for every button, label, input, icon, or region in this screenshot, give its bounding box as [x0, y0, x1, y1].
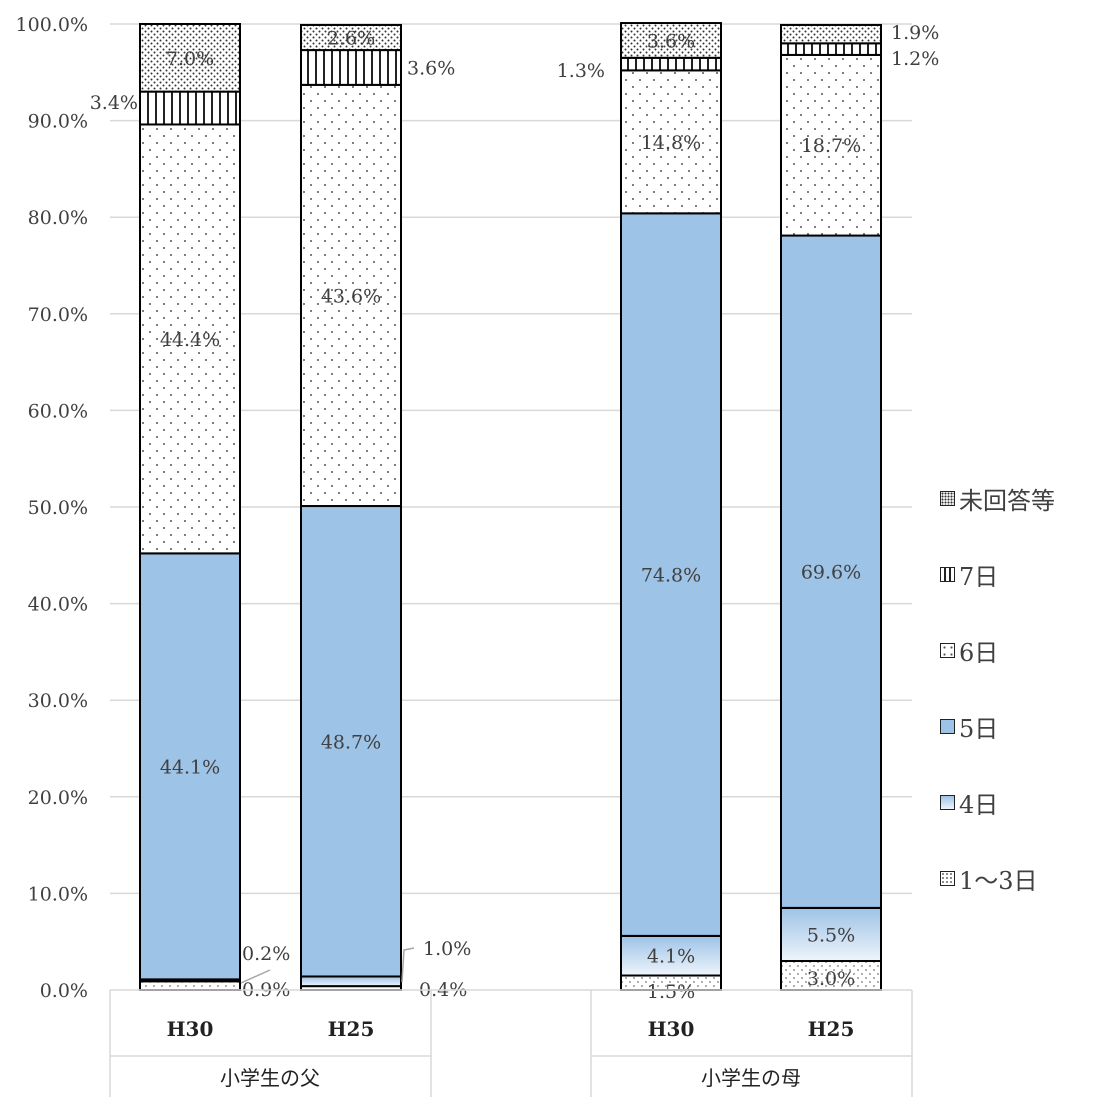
data-label: 1.5%: [647, 981, 695, 1003]
legend-item-5days: 5日: [940, 706, 998, 746]
bar-segment-no-answer: [780, 23, 882, 45]
legend-swatch: [940, 642, 955, 658]
data-label: 1.0%: [423, 938, 471, 960]
data-label: 5.5%: [807, 924, 855, 946]
data-label: 14.8%: [641, 132, 701, 154]
bar-segment-6days: [300, 83, 402, 508]
legend-label: 未回答等: [959, 486, 1055, 515]
legend-swatch: [940, 490, 955, 506]
data-label: 3.6%: [647, 30, 695, 52]
bar-segment-4days: [620, 934, 722, 977]
bar-segment-5days: [300, 505, 402, 978]
bar-segment-6days: [620, 69, 722, 215]
legend-swatch: [940, 566, 955, 582]
legend-label: 5日: [959, 714, 999, 743]
data-label: 2.6%: [327, 28, 375, 50]
legend-label: 4日: [959, 790, 999, 819]
x-tick-label: H25: [808, 1017, 855, 1041]
y-tick-label: 60.0%: [28, 400, 88, 422]
data-label: 1.3%: [557, 60, 605, 82]
data-label: 3.6%: [407, 57, 455, 79]
data-label: 43.6%: [321, 285, 381, 307]
bar-segment-7days: [780, 42, 882, 56]
data-label: 4.1%: [647, 946, 695, 968]
bar-segment-5days: [780, 234, 882, 909]
x-tick-label: H30: [648, 1017, 695, 1041]
group-label: 小学生の父: [220, 1066, 320, 1090]
y-tick-label: 40.0%: [28, 594, 88, 616]
y-tick-label: 10.0%: [28, 883, 88, 905]
legend-item-4days: 4日: [940, 782, 998, 822]
legend-item-1-3days: 1〜3日: [940, 858, 1038, 898]
bar-segment-no-answer: [620, 22, 722, 59]
data-label: 44.4%: [160, 329, 220, 351]
y-tick-label: 20.0%: [28, 787, 88, 809]
bar-segment-1-3days: [139, 980, 241, 992]
bar-segment-4days: [300, 975, 402, 988]
legend-label: 6日: [959, 638, 999, 667]
bar-segment-4days: [780, 906, 882, 963]
group-label: 小学生の母: [701, 1066, 801, 1090]
x-tick-label: H30: [167, 1017, 214, 1041]
data-label: 74.8%: [641, 565, 701, 587]
data-label: 1.2%: [891, 48, 939, 70]
data-label: 7.0%: [166, 48, 214, 70]
legend-label: 7日: [959, 562, 999, 591]
legend-swatch: [940, 794, 955, 810]
bar-segment-no-answer: [300, 23, 402, 52]
bar-segment-7days: [139, 90, 241, 126]
legend-label: 1〜3日: [959, 866, 1038, 895]
y-tick-label: 100.0%: [16, 14, 88, 36]
data-label: 3.0%: [807, 968, 855, 990]
y-tick-label: 50.0%: [28, 497, 88, 519]
data-label: 0.2%: [242, 943, 290, 965]
data-label: 69.6%: [801, 562, 861, 584]
data-label: 44.1%: [160, 756, 220, 778]
legend-item-7days: 7日: [940, 554, 998, 594]
y-tick-label: 70.0%: [28, 304, 88, 326]
bar-segment-6days: [139, 123, 241, 555]
y-tick-label: 80.0%: [28, 207, 88, 229]
legend-swatch: [940, 718, 955, 734]
data-label: 48.7%: [321, 731, 381, 753]
y-tick-label: 30.0%: [28, 690, 88, 712]
x-tick-label: H25: [328, 1017, 375, 1041]
legend-swatch: [940, 870, 955, 886]
y-tick-label: 90.0%: [28, 111, 88, 133]
legend-item-no-answer: 未回答等: [940, 478, 1055, 518]
data-label: 1.9%: [891, 22, 939, 44]
leader-line: [401, 947, 415, 983]
bar-segment-6days: [780, 53, 882, 237]
y-tick-label: 0.0%: [40, 980, 88, 1002]
bar-segment-7days: [620, 56, 722, 72]
data-label: 3.4%: [90, 92, 138, 114]
bar-segment-7days: [300, 49, 402, 86]
bar-segment-no-answer: [139, 23, 241, 93]
legend-item-6days: 6日: [940, 630, 998, 670]
leader-line: [240, 969, 271, 984]
bar-segment-5days: [139, 552, 241, 981]
data-label: 18.7%: [801, 135, 861, 157]
